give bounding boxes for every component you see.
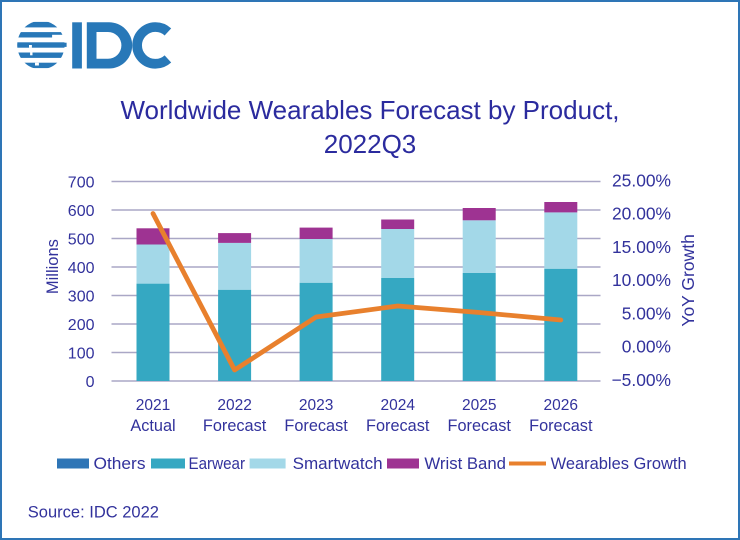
svg-text:Earwear: Earwear — [189, 454, 246, 473]
svg-text:Wearables Growth: Wearables Growth — [551, 454, 687, 473]
svg-text:Forecast: Forecast — [448, 417, 512, 435]
svg-text:Forecast: Forecast — [366, 417, 430, 435]
svg-text:2021: 2021 — [136, 397, 170, 414]
svg-text:Worldwide Wearables Forecast b: Worldwide Wearables Forecast by Product, — [120, 95, 619, 125]
svg-text:2022Q3: 2022Q3 — [324, 129, 417, 159]
svg-text:Millions: Millions — [44, 239, 62, 294]
svg-text:Others: Others — [94, 454, 146, 473]
svg-text:0.00%: 0.00% — [622, 337, 671, 357]
svg-text:500: 500 — [68, 231, 95, 248]
svg-text:20.00%: 20.00% — [612, 204, 671, 224]
svg-text:5.00%: 5.00% — [622, 303, 671, 323]
svg-text:2026: 2026 — [544, 397, 578, 414]
svg-text:2023: 2023 — [299, 397, 333, 414]
svg-text:2024: 2024 — [380, 397, 415, 414]
svg-text:Forecast: Forecast — [529, 417, 593, 435]
svg-text:15.00%: 15.00% — [612, 237, 671, 257]
svg-text:25.00%: 25.00% — [612, 170, 671, 190]
svg-text:100: 100 — [68, 345, 95, 362]
svg-text:10.00%: 10.00% — [612, 270, 671, 290]
svg-text:−5.00%: −5.00% — [612, 370, 671, 390]
svg-text:600: 600 — [68, 203, 95, 220]
svg-text:2022: 2022 — [217, 397, 251, 414]
svg-text:700: 700 — [68, 174, 95, 191]
svg-text:300: 300 — [68, 288, 95, 305]
svg-text:Forecast: Forecast — [284, 417, 348, 435]
svg-text:Source: IDC 2022: Source: IDC 2022 — [28, 504, 159, 522]
svg-text:Wrist Band: Wrist Band — [424, 454, 506, 473]
svg-text:200: 200 — [68, 317, 95, 334]
svg-text:400: 400 — [68, 260, 95, 277]
svg-text:YoY Growth: YoY Growth — [678, 234, 698, 326]
svg-text:Smartwatch: Smartwatch — [293, 454, 383, 473]
svg-text:0: 0 — [86, 374, 95, 391]
svg-text:2025: 2025 — [462, 397, 496, 414]
svg-text:Forecast: Forecast — [203, 417, 267, 435]
svg-text:Actual: Actual — [130, 417, 175, 435]
